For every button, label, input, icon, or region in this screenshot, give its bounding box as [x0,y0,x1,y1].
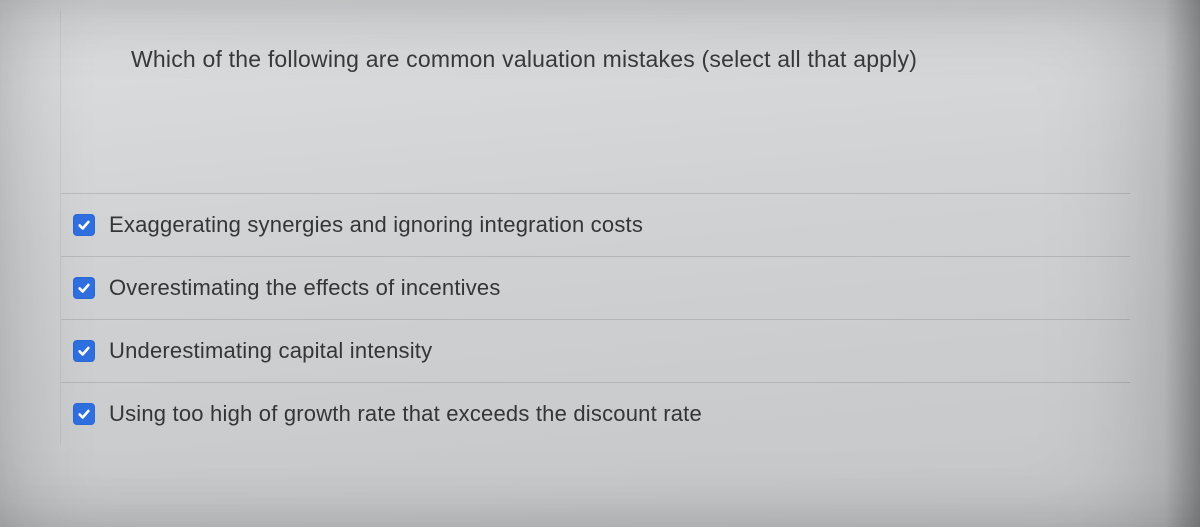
option-label: Exaggerating synergies and ignoring inte… [109,212,643,238]
option-label: Underestimating capital intensity [109,338,432,364]
checkbox[interactable] [73,403,95,425]
option-label: Using too high of growth rate that excee… [109,401,702,427]
question-block: Which of the following are common valuat… [60,10,1130,445]
check-icon [77,281,91,295]
checkbox[interactable] [73,277,95,299]
check-icon [77,344,91,358]
option-label: Overestimating the effects of incentives [109,275,501,301]
checkbox[interactable] [73,214,95,236]
question-prompt-text: Which of the following are common valuat… [131,46,917,72]
option-row[interactable]: Using too high of growth rate that excee… [61,383,1130,445]
check-icon [77,407,91,421]
option-row[interactable]: Overestimating the effects of incentives [61,257,1130,320]
options-list: Exaggerating synergies and ignoring inte… [61,194,1130,445]
option-row[interactable]: Underestimating capital intensity [61,320,1130,383]
option-row[interactable]: Exaggerating synergies and ignoring inte… [61,194,1130,257]
question-prompt: Which of the following are common valuat… [61,10,1130,194]
checkbox[interactable] [73,340,95,362]
quiz-page: Which of the following are common valuat… [0,0,1200,527]
page-right-shadow [1164,0,1200,527]
check-icon [77,218,91,232]
